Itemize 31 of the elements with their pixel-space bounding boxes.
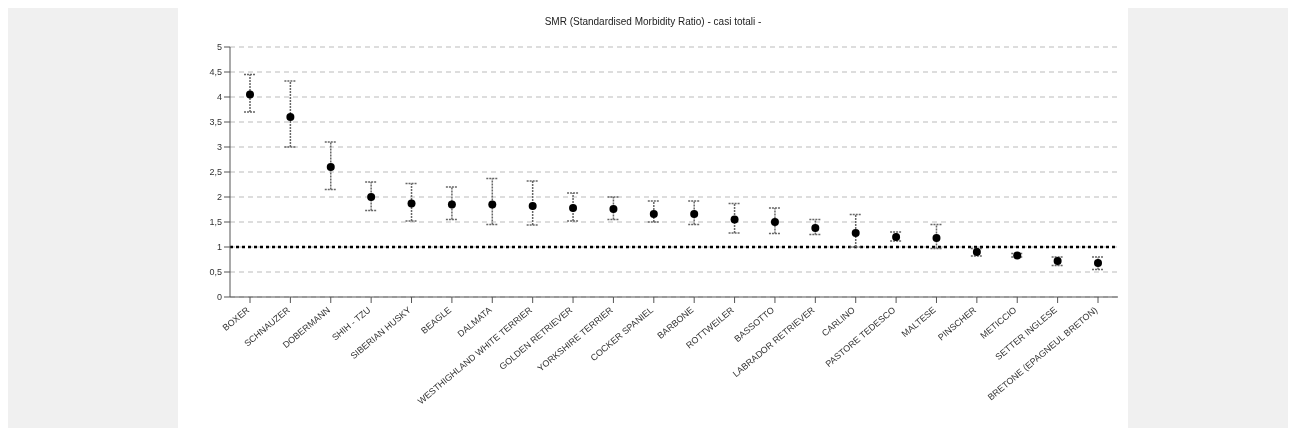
point: [407, 199, 416, 208]
y-tick-label: 0: [216, 292, 222, 303]
point: [690, 210, 699, 218]
point: [811, 224, 820, 232]
y-tick-label: 0,5: [209, 267, 222, 278]
point: [770, 218, 779, 226]
y-tick-label: 1,5: [209, 217, 222, 228]
point: [447, 200, 456, 209]
point: [1013, 251, 1022, 260]
y-tick-label: 4,5: [209, 67, 222, 78]
point: [326, 163, 335, 171]
point: [367, 193, 376, 201]
point: [609, 205, 618, 213]
point: [932, 234, 941, 242]
y-tick-label: 3: [216, 142, 222, 153]
point: [569, 204, 578, 212]
y-tick-label: 2: [216, 192, 222, 203]
y-tick-label: 3,5: [209, 117, 222, 128]
point: [488, 200, 497, 209]
y-tick-label: 2,5: [209, 167, 222, 178]
point: [246, 90, 254, 99]
y-tick-label: 1: [216, 242, 222, 253]
point: [851, 229, 860, 237]
point: [528, 202, 537, 210]
y-tick-label: 4: [216, 92, 222, 103]
point: [286, 113, 295, 121]
point: [649, 210, 658, 218]
y-tick-label: 5: [216, 42, 222, 53]
point: [730, 215, 739, 224]
chart-title: SMR (Standardised Morbidity Ratio) - casi totali -: [543, 15, 763, 27]
point: [1094, 259, 1102, 267]
